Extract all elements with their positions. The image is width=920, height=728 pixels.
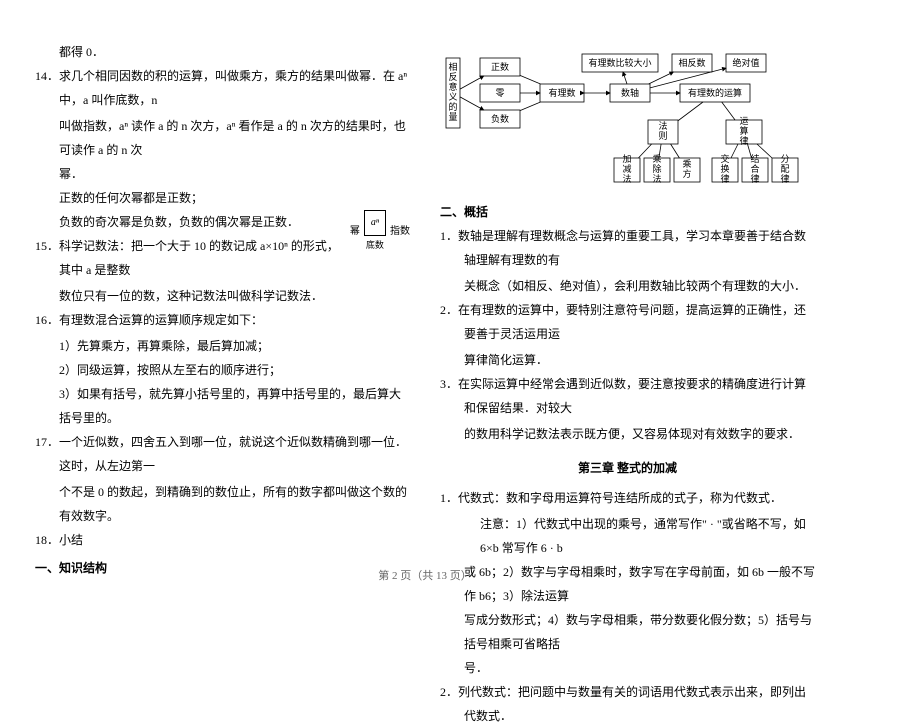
svg-text:法: 法 — [658, 120, 667, 131]
section-2: 二、概括 — [440, 200, 815, 224]
summary-3: 3．在实际运算中经常会遇到近似数，要注意按要求的精确度进行计算和保留结果．对较大 — [440, 372, 815, 420]
svg-text:配: 配 — [780, 164, 789, 174]
item-17: 17．一个近似数，四舍五入到哪一位，就说这个近似数精确到哪一位．这时，从左边第一 — [35, 430, 410, 478]
svg-text:交: 交 — [720, 153, 729, 164]
svg-text:减: 减 — [622, 163, 631, 174]
svg-text:乘: 乘 — [682, 158, 691, 169]
line-cont: 都得 0． — [35, 40, 410, 64]
svg-text:相: 相 — [448, 61, 457, 72]
svg-text:运: 运 — [739, 116, 748, 126]
svg-text:律: 律 — [780, 173, 789, 184]
svg-text:换: 换 — [720, 163, 729, 174]
svg-text:有理数的运算: 有理数的运算 — [688, 87, 742, 98]
ch3-1-note4: 号． — [440, 656, 815, 680]
svg-text:负数: 负数 — [491, 113, 509, 124]
svg-text:法: 法 — [622, 173, 631, 184]
svg-text:结: 结 — [750, 153, 759, 164]
svg-text:零: 零 — [495, 88, 504, 98]
svg-text:量: 量 — [448, 112, 457, 122]
power-mini-figure: 幂 aⁿ 底数 指数 — [350, 210, 410, 254]
svg-text:乘: 乘 — [652, 153, 661, 164]
left-column: 都得 0． 14．求几个相同因数的积的运算，叫做乘方，乘方的结果叫做幂．在 aⁿ… — [35, 40, 410, 600]
ch3-2: 2．列代数式：把问题中与数量有关的词语用代数式表示出来，即列出代数式． — [440, 680, 815, 728]
svg-text:义: 义 — [448, 92, 457, 102]
ch3-1: 1．代数式：数和字母用运算符号连结所成的式子，称为代数式． — [440, 486, 815, 510]
svg-text:相反数: 相反数 — [678, 57, 705, 68]
svg-text:律: 律 — [739, 135, 748, 146]
ch3-1-note3: 写成分数形式；4）数与字母相乘，带分数要化假分数；5）括号与括号相乘可省略括 — [440, 608, 815, 656]
page-columns: 都得 0． 14．求几个相同因数的积的运算，叫做乘方，乘方的结果叫做幂．在 aⁿ… — [35, 40, 815, 600]
svg-text:加: 加 — [622, 154, 631, 164]
item-16-2: 2）同级运算，按照从左至右的顺序进行； — [35, 358, 410, 382]
svg-text:反: 反 — [448, 72, 457, 82]
svg-text:意: 意 — [448, 81, 457, 92]
svg-text:的: 的 — [448, 101, 457, 112]
mini-bottom: 底数 — [366, 236, 384, 254]
svg-text:正数: 正数 — [491, 61, 509, 72]
item-17-line2: 个不是 0 的数起，到精确到的数位止，所有的数字都叫做这个数的有效数字。 — [35, 480, 410, 528]
ch3-1-note: 注意：1）代数式中出现的乘号，通常写作" · "或省略不写，如 6×b 常写作 … — [440, 512, 815, 560]
svg-text:有理数比较大小: 有理数比较大小 — [588, 57, 651, 68]
item-14-line4: 正数的任何次幂都是正数； — [35, 186, 410, 210]
chapter-title: 第三章 整式的加减 — [440, 456, 815, 480]
svg-text:除: 除 — [652, 163, 661, 174]
item-14-line3: 幂． — [35, 162, 410, 186]
svg-text:律: 律 — [720, 173, 729, 184]
svg-text:分: 分 — [780, 154, 789, 164]
page-footer: 第 2 页（共 13 页） — [0, 567, 850, 583]
item-14-line1: 14．求几个相同因数的积的运算，叫做乘方，乘方的结果叫做幂．在 aⁿ 中，a 叫… — [35, 69, 407, 107]
item-16-1: 1）先算乘方，再算乘除，最后算加减； — [35, 334, 410, 358]
svg-text:方: 方 — [682, 168, 691, 179]
right-column: 相反意义的量正数零负数有理数数轴有理数比较大小相反数绝对值有理数的运算法则运算律… — [440, 40, 815, 600]
item-16-3: 3）如果有括号，就先算小括号里的，再算中括号里的，最后算大括号里的。 — [35, 382, 410, 430]
svg-text:算: 算 — [739, 125, 748, 136]
item-14-line2: 叫做指数，aⁿ 读作 a 的 n 次方，aⁿ 看作是 a 的 n 次方的结果时，… — [35, 114, 410, 162]
item-15-line2: 数位只有一位的数，这种记数法叫做科学记数法． — [35, 284, 410, 308]
mini-right: 指数 — [390, 222, 410, 242]
svg-text:则: 则 — [658, 130, 667, 141]
svg-text:有理数: 有理数 — [548, 87, 575, 98]
svg-text:律: 律 — [750, 173, 759, 184]
summary-3b: 的数用科学记数法表示既方便，又容易体现对有效数字的要求． — [440, 422, 815, 446]
svg-text:数轴: 数轴 — [621, 87, 639, 98]
knowledge-diagram: 相反意义的量正数零负数有理数数轴有理数比较大小相反数绝对值有理数的运算法则运算律… — [440, 40, 815, 190]
summary-1: 1．数轴是理解有理数概念与运算的重要工具，学习本章要善于结合数轴理解有理数的有 — [440, 224, 815, 272]
svg-text:绝对值: 绝对值 — [732, 57, 759, 68]
svg-text:法: 法 — [652, 173, 661, 184]
item-14: 14．求几个相同因数的积的运算，叫做乘方，乘方的结果叫做幂．在 aⁿ 中，a 叫… — [35, 64, 410, 112]
summary-2: 2．在有理数的运算中，要特别注意符号问题，提高运算的正确性，还要善于灵活运用运 — [440, 298, 815, 346]
mini-left: 幂 — [350, 222, 360, 242]
item-18: 18．小结 — [35, 528, 410, 552]
summary-2b: 算律简化运算． — [440, 348, 815, 372]
svg-text:合: 合 — [750, 163, 759, 174]
summary-1b: 关概念（如相反、绝对值），会利用数轴比较两个有理数的大小． — [440, 274, 815, 298]
mini-box: aⁿ — [364, 210, 386, 236]
item-16: 16．有理数混合运算的运算顺序规定如下： — [35, 308, 410, 332]
